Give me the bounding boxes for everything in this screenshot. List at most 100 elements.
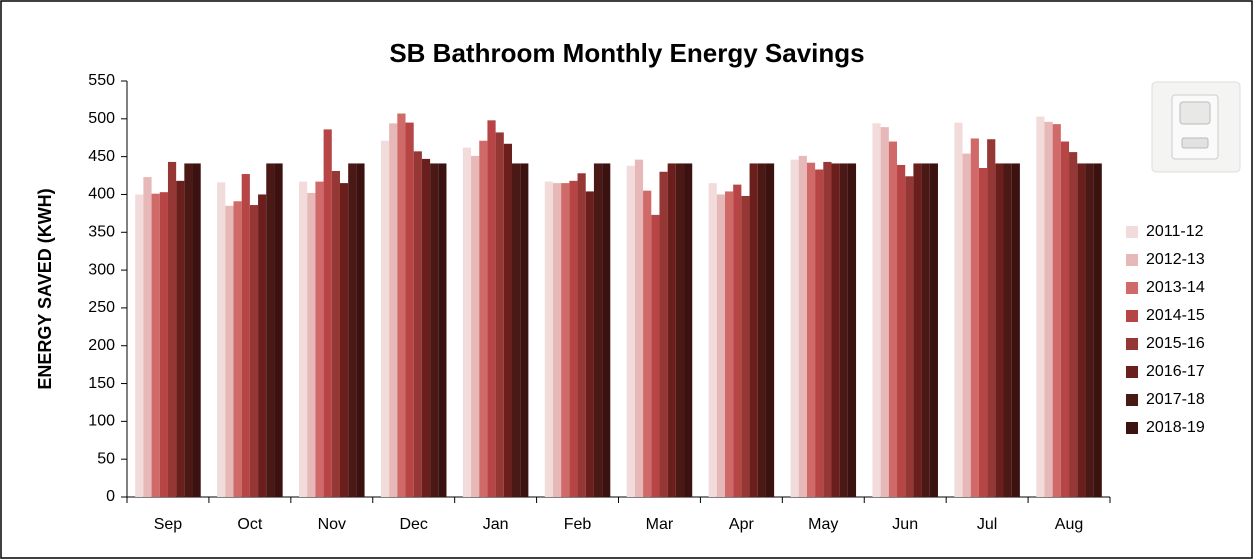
x-tick-label: Mar <box>646 516 674 533</box>
bar <box>995 163 1004 497</box>
x-tick-label: May <box>808 516 838 533</box>
legend-swatch <box>1126 310 1138 322</box>
y-tick-label: 250 <box>88 299 115 316</box>
y-tick-label: 0 <box>106 488 115 505</box>
bar <box>307 192 316 497</box>
legend-label: 2014-15 <box>1146 307 1205 324</box>
bar <box>430 163 439 497</box>
bar <box>708 183 717 498</box>
bar <box>192 163 201 497</box>
bar <box>880 127 889 497</box>
bar <box>847 163 857 497</box>
bar <box>151 193 160 497</box>
bar <box>577 173 586 497</box>
bar <box>897 164 906 497</box>
bar <box>716 194 725 498</box>
y-tick-label: 300 <box>88 261 115 278</box>
legend-label: 2017-18 <box>1146 391 1205 408</box>
y-tick-label: 150 <box>88 375 115 392</box>
bar <box>249 205 259 497</box>
bar <box>970 138 979 497</box>
legend-label: 2013-14 <box>1146 279 1205 296</box>
legend-label: 2018-19 <box>1146 419 1205 436</box>
bar <box>602 163 611 497</box>
x-tick-label: Oct <box>237 516 262 533</box>
bar <box>1093 163 1102 497</box>
y-axis-title: ENERGY SAVED (KWH) <box>35 188 55 389</box>
bar <box>495 132 504 497</box>
bar <box>225 205 234 498</box>
bar <box>733 184 742 497</box>
bar <box>561 183 570 498</box>
legend-label: 2016-17 <box>1146 363 1205 380</box>
bar <box>741 195 750 497</box>
bar <box>266 163 275 497</box>
sensor-image <box>1151 81 1241 173</box>
y-tick-label: 350 <box>88 223 115 240</box>
bar <box>135 194 144 498</box>
bar <box>913 163 922 497</box>
bar <box>1069 152 1078 497</box>
bar <box>569 180 578 497</box>
x-tick-label: Jun <box>892 516 918 533</box>
bar <box>241 174 250 498</box>
bar <box>397 113 406 498</box>
bar <box>1044 121 1053 498</box>
legend-swatch <box>1126 338 1138 350</box>
bar <box>323 129 332 497</box>
bar <box>356 163 365 497</box>
x-tick-label: Dec <box>399 516 427 533</box>
bar <box>167 161 177 497</box>
y-tick-label: 400 <box>88 186 115 203</box>
bar <box>348 163 357 497</box>
x-tick-label: Nov <box>318 516 346 533</box>
bar <box>806 162 816 498</box>
y-tick-label: 200 <box>88 337 115 354</box>
bar <box>790 159 799 498</box>
legend-swatch <box>1126 422 1138 434</box>
bar <box>339 183 349 498</box>
bar <box>839 163 848 497</box>
x-tick-label: Apr <box>729 516 755 533</box>
bar <box>757 163 766 497</box>
bar <box>634 159 644 498</box>
bar <box>987 139 996 498</box>
bar <box>872 123 881 498</box>
bar <box>962 153 971 498</box>
bar <box>217 182 226 497</box>
bar <box>831 163 840 497</box>
bar <box>512 163 521 497</box>
chart-title: SB Bathroom Monthly Energy Savings <box>389 38 864 68</box>
legend-label: 2012-13 <box>1146 251 1205 268</box>
bar <box>954 122 963 497</box>
bar <box>233 201 242 497</box>
bar <box>1052 124 1061 497</box>
bar <box>593 163 603 497</box>
bar <box>274 163 283 497</box>
y-tick-label: 100 <box>88 413 115 430</box>
bar <box>1011 163 1020 497</box>
bar <box>1060 141 1070 497</box>
bar <box>1085 163 1094 497</box>
bar <box>905 176 914 497</box>
bar <box>520 163 529 497</box>
legend-label: 2015-16 <box>1146 335 1205 352</box>
legend-swatch <box>1126 282 1138 294</box>
bar <box>299 181 308 497</box>
bar <box>585 191 594 498</box>
bar <box>421 158 431 497</box>
bar <box>487 120 496 498</box>
x-tick-label: Aug <box>1055 516 1083 533</box>
legend-swatch <box>1126 254 1138 266</box>
y-tick-label: 50 <box>97 450 115 467</box>
y-tick-label: 450 <box>88 148 115 165</box>
bar <box>331 171 340 498</box>
bar <box>823 161 832 497</box>
bar <box>380 140 390 497</box>
bar <box>258 194 267 498</box>
bar <box>978 167 988 497</box>
bar <box>1003 163 1012 497</box>
bar <box>643 190 652 497</box>
bar <box>675 163 685 497</box>
bar <box>724 191 734 498</box>
